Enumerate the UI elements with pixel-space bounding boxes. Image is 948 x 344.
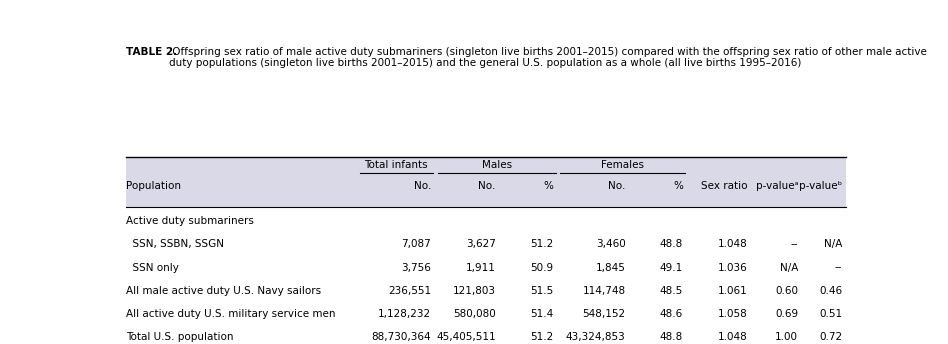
Text: 48.8: 48.8 — [660, 333, 684, 343]
Text: Total infants: Total infants — [364, 160, 428, 170]
Text: 236,551: 236,551 — [388, 286, 431, 296]
Text: All male active duty U.S. Navy sailors: All male active duty U.S. Navy sailors — [126, 286, 321, 296]
Text: 3,756: 3,756 — [401, 262, 431, 272]
Text: 45,405,511: 45,405,511 — [436, 333, 496, 343]
Text: Females: Females — [601, 160, 644, 170]
Text: Males: Males — [482, 160, 512, 170]
Text: 3,460: 3,460 — [595, 239, 626, 249]
Text: 0.72: 0.72 — [819, 333, 842, 343]
Text: 48.8: 48.8 — [660, 239, 684, 249]
Text: TABLE 2.: TABLE 2. — [126, 46, 177, 56]
Text: No.: No. — [479, 181, 496, 191]
Text: 1.00: 1.00 — [775, 333, 798, 343]
Text: 3,627: 3,627 — [466, 239, 496, 249]
Text: 548,152: 548,152 — [582, 309, 626, 319]
Text: No.: No. — [608, 181, 626, 191]
Text: Active duty submariners: Active duty submariners — [126, 216, 254, 226]
Text: All active duty U.S. military service men: All active duty U.S. military service me… — [126, 309, 336, 319]
Text: --: -- — [791, 239, 798, 249]
Text: 0.46: 0.46 — [819, 286, 842, 296]
Text: 49.1: 49.1 — [660, 262, 684, 272]
Text: 48.5: 48.5 — [660, 286, 684, 296]
Text: 0.60: 0.60 — [775, 286, 798, 296]
Text: 1,911: 1,911 — [466, 262, 496, 272]
Text: SSN, SSBN, SSGN: SSN, SSBN, SSGN — [126, 239, 224, 249]
Text: 7,087: 7,087 — [401, 239, 431, 249]
Text: Offspring sex ratio of male active duty submariners (singleton live births 2001–: Offspring sex ratio of male active duty … — [169, 46, 927, 68]
Text: 114,748: 114,748 — [582, 286, 626, 296]
Text: Sex ratio: Sex ratio — [702, 181, 748, 191]
Text: 88,730,364: 88,730,364 — [372, 333, 431, 343]
Text: %: % — [673, 181, 684, 191]
Text: 43,324,853: 43,324,853 — [566, 333, 626, 343]
Text: 121,803: 121,803 — [453, 286, 496, 296]
Text: --: -- — [834, 262, 842, 272]
Text: 1.061: 1.061 — [718, 286, 748, 296]
Text: N/A: N/A — [780, 262, 798, 272]
Text: 0.69: 0.69 — [775, 309, 798, 319]
Text: SSN only: SSN only — [126, 262, 179, 272]
Text: 50.9: 50.9 — [530, 262, 554, 272]
Text: p-valueᵇ: p-valueᵇ — [799, 181, 842, 191]
Text: 48.6: 48.6 — [660, 309, 684, 319]
Text: 1.058: 1.058 — [718, 309, 748, 319]
Text: 51.5: 51.5 — [530, 286, 554, 296]
Text: No.: No. — [413, 181, 431, 191]
Text: 1.048: 1.048 — [718, 333, 748, 343]
Text: 1,845: 1,845 — [595, 262, 626, 272]
Text: %: % — [543, 181, 554, 191]
Text: 51.2: 51.2 — [530, 239, 554, 249]
Text: 0.51: 0.51 — [819, 309, 842, 319]
Text: Total U.S. population: Total U.S. population — [126, 333, 233, 343]
Text: 1.048: 1.048 — [718, 239, 748, 249]
Text: 51.4: 51.4 — [530, 309, 554, 319]
Text: 51.2: 51.2 — [530, 333, 554, 343]
Text: 1.036: 1.036 — [718, 262, 748, 272]
Text: N/A: N/A — [824, 239, 842, 249]
Text: 580,080: 580,080 — [453, 309, 496, 319]
Text: Population: Population — [126, 181, 181, 191]
Text: p-valueᵃ: p-valueᵃ — [756, 181, 798, 191]
Text: 1,128,232: 1,128,232 — [378, 309, 431, 319]
